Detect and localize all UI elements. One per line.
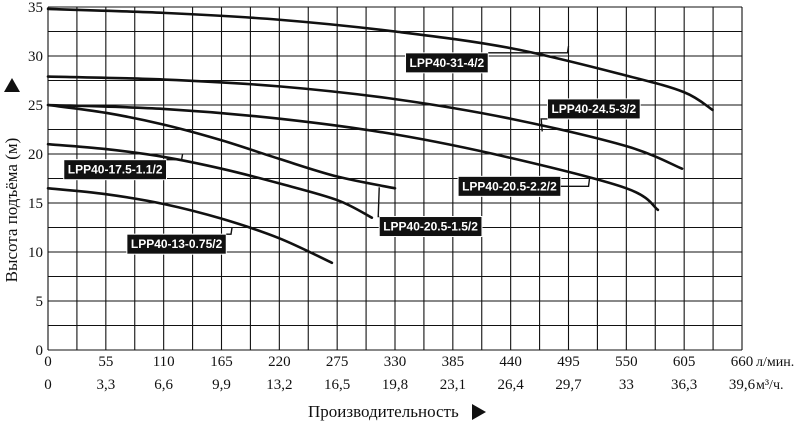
x-tick-label-secondary: 0 — [44, 377, 52, 393]
curve-label-box — [126, 233, 227, 255]
x-tick-label-primary: 110 — [153, 354, 175, 370]
x-unit-primary: л/мин. — [756, 355, 794, 370]
x-tick-label-secondary: 23,1 — [440, 377, 466, 393]
curve-label-text: LPP40-24.5-3/2 — [551, 102, 636, 116]
curve-label-box — [378, 216, 483, 238]
x-axis-ticks-liters: 0 55 110 165 220 275 330 385 440 495 550 605 660 — [44, 354, 753, 370]
curve-label-box — [405, 52, 489, 74]
y-axis-title-text: Высота подъёма (м) — [2, 138, 21, 283]
curve-1 — [46, 7, 714, 112]
y-tick-label: 5 — [36, 294, 44, 310]
x-tick-label-secondary: 16,5 — [324, 377, 350, 393]
curve-label-box — [63, 159, 168, 181]
curve-label-text: LPP40-20.5-1.5/2 — [383, 220, 478, 234]
x-tick-label-primary: 220 — [268, 354, 291, 370]
curve-labels: LPP40-31-4/2 LPP40-24.5-3/2 LPP40-20.5-2.2… — [63, 46, 641, 255]
x-tick-label-secondary: 19,8 — [382, 377, 408, 393]
y-tick-label: 25 — [28, 98, 43, 114]
x-tick-label-primary: 440 — [499, 354, 522, 370]
curve-label-4: LPP40-20.5-1.5/2 — [377, 187, 483, 238]
y-tick-label: 15 — [28, 196, 43, 212]
x-tick-label-primary: 495 — [557, 354, 580, 370]
curve-4 — [46, 103, 397, 190]
x-tick-label-primary: 660 — [731, 354, 754, 370]
curve-label-leader — [560, 178, 591, 188]
curve-3 — [46, 103, 660, 212]
curve-label-text: LPP40-20.5-2.2/2 — [462, 179, 557, 193]
x-axis-title-text: Производительность — [308, 402, 459, 421]
x-axis-arrow-icon — [472, 404, 486, 420]
curve-label-2: LPP40-24.5-3/2 — [540, 98, 641, 132]
x-tick-label-primary: 385 — [442, 354, 465, 370]
x-tick-label-secondary: 6,6 — [154, 377, 173, 393]
y-tick-label: 20 — [28, 147, 43, 163]
curve-label-3: LPP40-20.5-2.2/2 — [457, 175, 591, 197]
curve-2 — [46, 75, 684, 170]
curve-label-1: LPP40-31-4/2 — [405, 46, 570, 74]
x-tick-label-primary: 330 — [384, 354, 407, 370]
x-axis-title: Производительность — [308, 402, 486, 421]
curve-label-5: LPP40-17.5-1.1/2 — [63, 153, 184, 181]
x-tick-label-secondary: 9,9 — [212, 377, 231, 393]
x-tick-label-secondary: 26,4 — [498, 377, 525, 393]
x-tick-label-secondary: 33 — [619, 377, 634, 393]
y-axis-ticks: 0 5 10 15 20 25 30 35 — [28, 0, 43, 359]
y-tick-label: 10 — [28, 245, 43, 261]
x-tick-label-secondary: 3,3 — [96, 377, 115, 393]
x-tick-label-primary: 165 — [210, 354, 233, 370]
y-tick-label: 35 — [28, 0, 43, 16]
x-unit-secondary: м³/ч. — [756, 378, 784, 393]
curve-label-leader — [226, 227, 233, 235]
x-tick-label-secondary: 29,7 — [555, 377, 582, 393]
chart-grid — [47, 6, 743, 351]
curve-label-box — [546, 98, 641, 120]
y-axis-arrow-icon — [4, 78, 20, 92]
x-axis-ticks-cubic-meters: 0 3,3 6,6 9,9 13,2 16,5 19,8 23,1 26,4 29,7 33 36,3… — [44, 377, 755, 393]
curve-label-leader — [377, 187, 380, 218]
x-tick-label-secondary: 39,6 — [729, 377, 756, 393]
x-tick-label-primary: 55 — [98, 354, 113, 370]
curve-label-6: LPP40-13-0.75/2 — [126, 227, 233, 255]
x-tick-label-primary: 550 — [615, 354, 638, 370]
y-tick-label: 30 — [28, 49, 43, 65]
curve-label-text: LPP40-31-4/2 — [410, 56, 485, 70]
y-axis-title: Высота подъёма (м) — [2, 78, 21, 282]
x-tick-label-secondary: 13,2 — [266, 377, 292, 393]
pump-curves — [46, 7, 714, 265]
curve-label-leader — [488, 46, 570, 54]
x-tick-label-primary: 0 — [44, 354, 52, 370]
curve-label-leader — [540, 118, 548, 132]
x-tick-label-primary: 275 — [326, 354, 349, 370]
x-tick-label-secondary: 36,3 — [671, 377, 697, 393]
curve-label-text: LPP40-17.5-1.1/2 — [68, 163, 163, 177]
curve-label-text: LPP40-13-0.75/2 — [131, 237, 223, 251]
curve-5 — [46, 142, 374, 219]
y-tick-label: 0 — [36, 343, 44, 359]
curve-label-leader — [166, 153, 184, 161]
x-tick-label-primary: 605 — [673, 354, 696, 370]
curve-6 — [46, 187, 334, 265]
